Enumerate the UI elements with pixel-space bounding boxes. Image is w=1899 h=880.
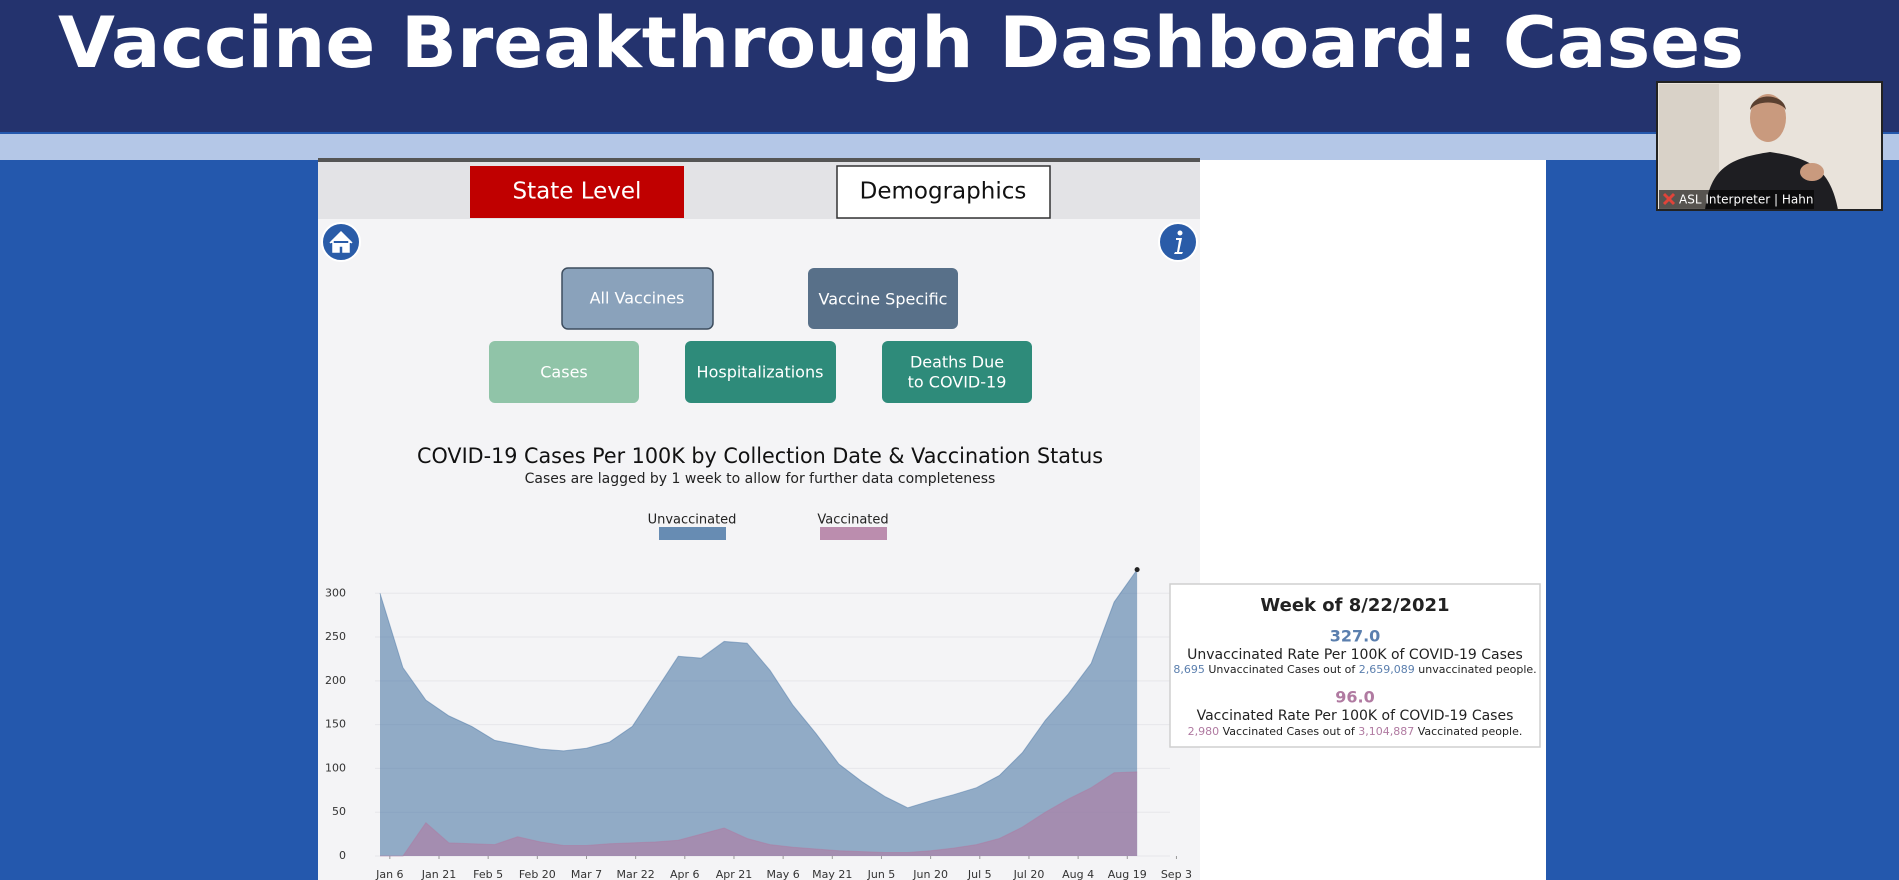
x-tick-label: Mar 7 [571, 868, 602, 880]
tooltip-cases: 8,695 [1173, 663, 1205, 676]
x-tick-label: Feb 20 [519, 868, 556, 880]
tooltip: Week of 8/22/2021 327.0 Unvaccinated Rat… [1169, 583, 1541, 748]
tooltip-population: 2,659,089 [1359, 663, 1415, 676]
x-tick-label: May 6 [767, 868, 800, 880]
tab[interactable]: Demographics [836, 165, 1051, 219]
legend-label: Unvaccinated [648, 513, 737, 528]
button-label[interactable]: Cases [540, 363, 588, 382]
mute-icon [1662, 192, 1676, 206]
tab-bar [318, 160, 1200, 219]
chart-subtitle: Cases are lagged by 1 week to allow for … [525, 471, 996, 487]
slide-title: Vaccine Breakthrough Dashboard: Cases [58, 2, 1744, 84]
video-backdrop [1659, 84, 1719, 208]
button-label[interactable]: All Vaccines [590, 289, 685, 308]
x-tick-label: Sep 3 [1161, 868, 1192, 880]
chart-title: COVID-19 Cases Per 100K by Collection Da… [417, 444, 1103, 468]
tooltip-rate: 96.0 [1335, 688, 1374, 707]
tooltip-title: Week of 8/22/2021 [1260, 595, 1449, 616]
filter-button[interactable]: Vaccine Specific [808, 268, 958, 329]
tooltip-rate: 327.0 [1330, 627, 1381, 646]
button[interactable] [808, 268, 958, 329]
person-hand [1800, 163, 1824, 181]
filter-button[interactable]: Deaths Due to COVID-19 [882, 341, 1032, 403]
legend-swatch [820, 527, 887, 540]
x-tick-label: Feb 5 [473, 868, 503, 880]
tab-label[interactable]: Demographics [860, 179, 1027, 205]
y-tick-label: 250 [325, 630, 346, 643]
tab-button[interactable] [470, 166, 684, 218]
x-tick-label: Jul 5 [967, 868, 992, 880]
y-tick-label: 150 [325, 718, 346, 731]
x-tick-label: Jun 20 [912, 868, 948, 880]
y-tick-label: 200 [325, 674, 346, 687]
legend-label: Vaccinated [817, 513, 888, 528]
home-button[interactable] [321, 222, 361, 262]
video-label-bg [1659, 190, 1814, 209]
tooltip-text: Vaccinated Cases out of [1219, 725, 1358, 738]
filter-button[interactable]: Hospitalizations [685, 341, 836, 403]
tab[interactable]: State Level [470, 166, 684, 218]
hover-point [1134, 567, 1140, 573]
tooltip-label: Vaccinated Rate Per 100K of COVID-19 Cas… [1197, 708, 1514, 724]
button-label[interactable]: Hospitalizations [697, 363, 824, 382]
button[interactable] [561, 267, 714, 330]
video-label: ASL Interpreter | Hahn [1679, 193, 1813, 207]
area-fill [380, 569, 1138, 856]
filter-button[interactable]: Cases [489, 341, 639, 403]
area-fill [380, 771, 1138, 856]
y-tick-label: 300 [325, 586, 346, 599]
filter-button[interactable]: All Vaccines [561, 267, 714, 330]
tooltip-text: Vaccinated people. [1414, 725, 1522, 738]
y-tick-label: 100 [325, 761, 346, 774]
home-icon[interactable] [321, 222, 361, 262]
button[interactable] [489, 341, 639, 403]
tab-label[interactable]: State Level [513, 179, 642, 205]
legend-swatch [659, 527, 726, 540]
info-icon[interactable] [1158, 222, 1198, 262]
x-tick-label: Jun 5 [867, 868, 896, 880]
tooltip-detail: 2,980 Vaccinated Cases out of 3,104,887 … [1188, 725, 1523, 738]
x-tick-label: Aug 4 [1062, 868, 1094, 880]
x-tick-label: Aug 19 [1108, 868, 1147, 880]
tooltip-population: 3,104,887 [1358, 725, 1414, 738]
button[interactable] [685, 341, 836, 403]
person-hair [1750, 96, 1786, 110]
tooltip-text: unvaccinated people. [1415, 663, 1537, 676]
x-tick-label: Mar 22 [617, 868, 655, 880]
y-tick-label: 50 [332, 805, 346, 818]
tab-bar-border [318, 158, 1200, 162]
info-glyph[interactable] [1174, 238, 1183, 254]
tooltip-cases: 2,980 [1188, 725, 1220, 738]
x-tick-label: May 21 [812, 868, 852, 880]
info-button[interactable] [1158, 222, 1198, 262]
header-band [0, 0, 1899, 132]
x-tick-label: Apr 6 [670, 868, 700, 880]
chart: 0 50 100 150 200 250 300 Jan 6 Jan 21 Feb 5 Feb 20… [325, 513, 1192, 880]
person-head [1750, 94, 1786, 142]
area-line [380, 771, 1138, 857]
x-tick-label: Jul 20 [1013, 868, 1045, 880]
info-glyph[interactable] [1177, 230, 1183, 236]
button[interactable] [882, 341, 1032, 403]
button-label[interactable]: Deaths Due [910, 353, 1004, 372]
area-line [379, 569, 1138, 809]
tab-button[interactable] [836, 165, 1051, 219]
button-label[interactable]: to COVID-19 [908, 373, 1007, 392]
x-tick-label: Jan 21 [421, 868, 456, 880]
tooltip-box [1169, 583, 1541, 748]
tooltip-label: Unvaccinated Rate Per 100K of COVID-19 C… [1187, 647, 1523, 663]
header-strip [0, 134, 1899, 160]
y-tick-label: 0 [339, 849, 346, 862]
x-tick-label: Apr 21 [716, 868, 753, 880]
tooltip-detail: 8,695 Unvaccinated Cases out of 2,659,08… [1173, 663, 1536, 676]
x-tick-label: Jan 6 [375, 868, 403, 880]
button-label[interactable]: Vaccine Specific [819, 290, 948, 309]
tooltip-text: Unvaccinated Cases out of [1205, 663, 1359, 676]
home-glyph[interactable] [329, 230, 353, 253]
video-tile: ASL Interpreter | Hahn [1656, 81, 1883, 211]
